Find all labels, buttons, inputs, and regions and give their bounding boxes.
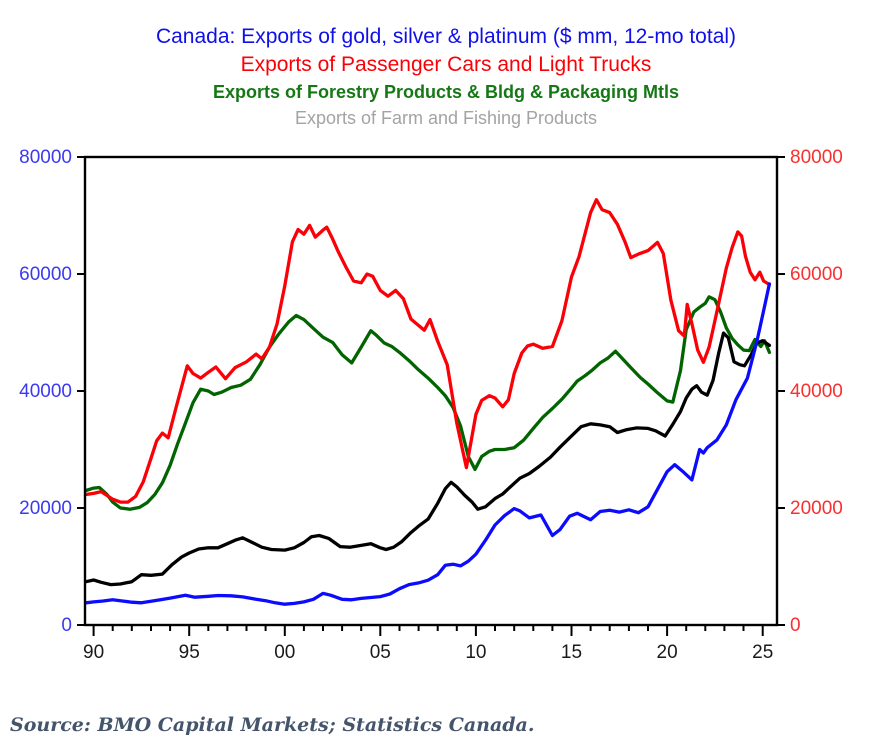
series-line: Exports of Forestry Products & Bldg & Pa… — [84, 295, 772, 511]
y-axis-label-right: 60000 — [790, 264, 843, 285]
y-axis-label-left: 20000 — [19, 498, 72, 519]
x-axis-label: 95 — [179, 642, 200, 663]
series-line: Canada: Exports of gold, silver & platin… — [84, 282, 772, 606]
y-axis-label-right: 80000 — [790, 147, 843, 168]
plot-frame — [83, 155, 779, 627]
legend-line-cars: Exports of Passenger Cars and Light Truc… — [240, 53, 652, 76]
legend-line-forestry: Exports of Forestry Products & Bldg & Pa… — [212, 82, 680, 102]
x-axis-label: 15 — [561, 642, 582, 663]
y-axis-label-left: 60000 — [19, 264, 72, 285]
source-note: Source: BMO Capital Markets; Statistics … — [10, 714, 535, 736]
y-axis-label-left: 0 — [61, 615, 72, 636]
y-axis-label-left: 80000 — [19, 147, 72, 168]
legend-line-gold: Canada: Exports of gold, silver & platin… — [155, 25, 737, 48]
y-axis-label-right: 0 — [790, 615, 801, 636]
x-axis-label: 05 — [370, 642, 391, 663]
y-axis-label-right: 40000 — [790, 381, 843, 402]
x-axis-label: 20 — [657, 642, 678, 663]
series-line: Exports of Passenger Cars and Light Truc… — [84, 198, 772, 504]
chart-legend: Canada: Exports of gold, silver & platin… — [0, 22, 892, 131]
x-axis-label: 90 — [83, 642, 104, 663]
series-line: Exports of Farm and Fishing Products — [84, 331, 772, 587]
y-axis-label-right: 20000 — [790, 498, 843, 519]
x-axis-label: 25 — [752, 642, 773, 663]
legend-line-farm: Exports of Farm and Fishing Products — [294, 108, 598, 128]
y-axis-label-left: 40000 — [19, 381, 72, 402]
x-axis-label: 10 — [465, 642, 486, 663]
x-axis-label: 00 — [274, 642, 295, 663]
